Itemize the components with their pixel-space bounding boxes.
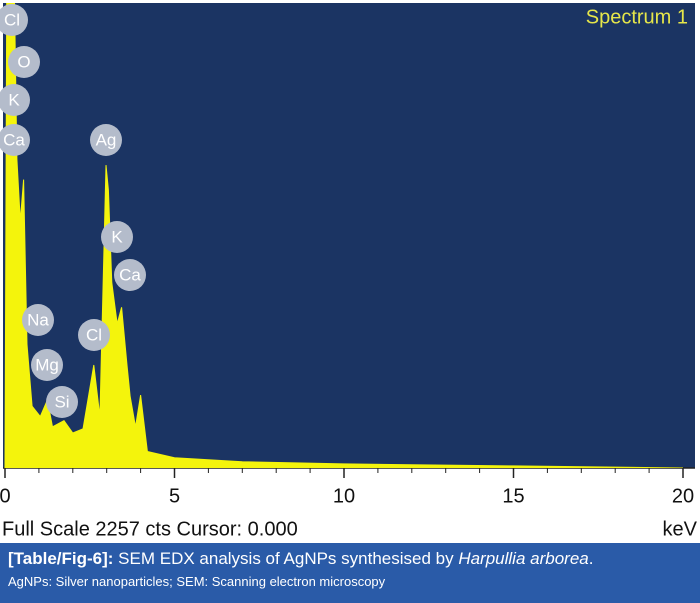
peak-bubble (78, 319, 110, 351)
peak-label: Cl (86, 325, 102, 344)
peak-bubble (0, 4, 28, 36)
peak-bubble (101, 221, 133, 253)
peak-label: O (17, 52, 30, 71)
peak-label: Cl (4, 10, 20, 29)
peak-bubble (31, 349, 63, 381)
chart: Spectrum 1 keV Full Scale 2257 cts Curso… (0, 3, 698, 540)
caption-label: [Table/Fig-6]: (8, 549, 114, 568)
peak-label: Si (54, 392, 69, 411)
peak-label: Ca (3, 130, 25, 149)
peak-bubble (0, 124, 30, 156)
peak-bubble (22, 304, 54, 336)
plot-clip (4, 3, 684, 468)
caption-note: AgNPs: Silver nanoparticles; SEM: Scanni… (8, 574, 386, 589)
peak-label: Na (27, 310, 49, 329)
spectrum-title: Spectrum 1 (586, 6, 688, 28)
peak-bubble (8, 46, 40, 78)
caption-end: . (588, 549, 594, 568)
x-tick-label: 15 (502, 485, 524, 507)
x-tick-label: 0 (0, 485, 11, 507)
caption-line: [Table/Fig-6]: SEM EDX analysis of AgNPs… (8, 549, 692, 569)
peak-bubble (90, 124, 122, 156)
peak-label: Mg (35, 355, 59, 374)
peak-label: K (111, 227, 123, 246)
x-axis-label: keV (663, 518, 698, 540)
caption: [Table/Fig-6]: SEM EDX analysis of AgNPs… (0, 543, 700, 603)
peak-label: Ag (96, 130, 117, 149)
x-tick-label: 20 (672, 485, 694, 507)
caption-text: SEM EDX analysis of AgNPs synthesised by (113, 549, 459, 568)
peak-bubble (114, 259, 146, 291)
peak-bubble (0, 84, 30, 116)
x-tick-label: 10 (333, 485, 355, 507)
footer: Full Scale 2257 cts Cursor: 0.000 (2, 518, 298, 540)
x-tick-label: 5 (169, 485, 180, 507)
caption-species: Harpullia arborea (458, 549, 589, 568)
peak-label: K (8, 90, 20, 109)
peak-label: Ca (119, 265, 141, 284)
spectrum (4, 3, 684, 468)
peak-bubble (46, 386, 78, 418)
